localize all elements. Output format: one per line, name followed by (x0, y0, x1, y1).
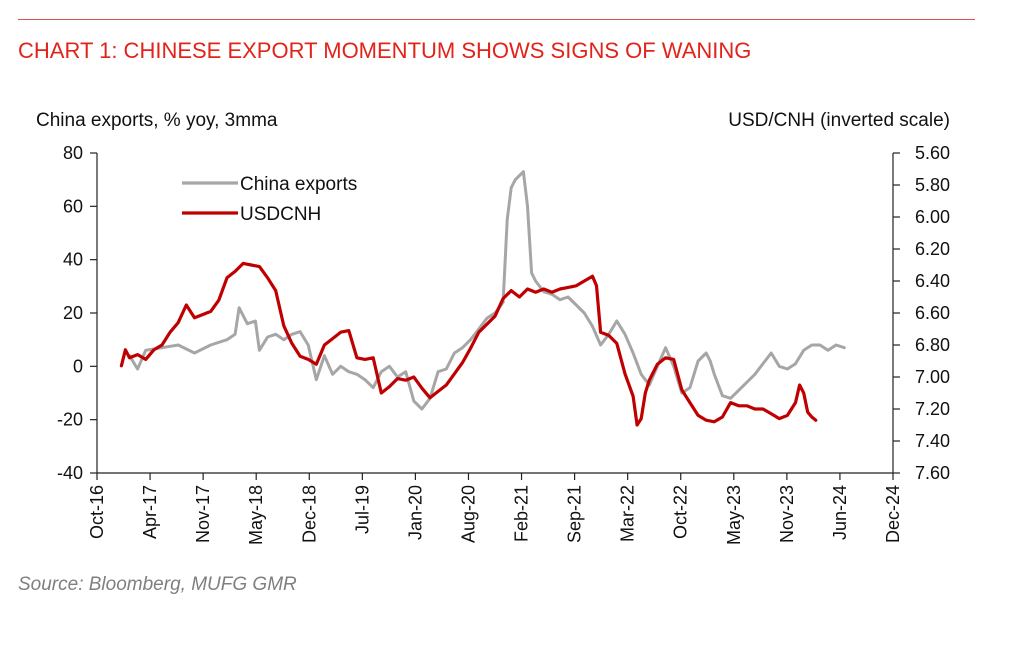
left-tick-label: 0 (73, 356, 83, 376)
x-tick-label: Oct-16 (87, 485, 107, 539)
legend-china-exports-label: China exports (240, 174, 357, 195)
right-tick-label: 7.60 (915, 463, 950, 483)
left-axis-caption: China exports, % yoy, 3mma (36, 110, 278, 131)
left-tick-label: 60 (63, 196, 83, 216)
x-tick-label: Dec-24 (883, 485, 903, 543)
right-tick-label: 6.60 (915, 303, 950, 323)
right-tick-label: 7.00 (915, 367, 950, 387)
x-tick-label: May-23 (724, 485, 744, 545)
left-tick-label: 40 (63, 250, 83, 270)
right-tick-label: 7.40 (915, 431, 950, 451)
x-tick-label: Jan-20 (405, 485, 425, 540)
chart-title: CHART 1: CHINESE EXPORT MOMENTUM SHOWS S… (18, 38, 752, 63)
x-tick-label: Nov-23 (777, 485, 797, 543)
x-tick-label: Apr-17 (140, 485, 160, 539)
top-rule (18, 19, 975, 20)
left-tick-label: 20 (63, 303, 83, 323)
x-tick-label: Dec-18 (299, 485, 319, 543)
legend: China exports USDCNH (182, 174, 357, 225)
x-tick-label: Mar-22 (618, 485, 638, 542)
right-tick-label: 6.20 (915, 239, 950, 259)
left-tick-label: 80 (63, 143, 83, 163)
source-note: Source: Bloomberg, MUFG GMR (18, 574, 297, 595)
x-tick-label: Nov-17 (193, 485, 213, 543)
x-tick-label: Oct-22 (671, 485, 691, 539)
x-tick-label: Sep-21 (565, 485, 585, 543)
left-tick-label: -40 (57, 463, 83, 483)
right-axis-caption: USD/CNH (inverted scale) (728, 110, 950, 131)
right-tick-label: 6.40 (915, 271, 950, 291)
right-tick-label: 7.20 (915, 399, 950, 419)
x-tick-label: Feb-21 (512, 485, 532, 542)
series-usdcnh-line (119, 261, 818, 427)
right-tick-label: 5.60 (915, 143, 950, 163)
left-tick-label: -20 (57, 410, 83, 430)
x-tick-label: Aug-20 (458, 485, 478, 543)
series-china-exports-line (128, 170, 846, 411)
series-lines (119, 170, 846, 427)
x-tick-label: Jun-24 (830, 485, 850, 540)
axes: 80 60 40 20 0 -20 -40 5.60 5.80 6.00 6.20 6.40 6.60 6… (57, 143, 950, 545)
right-tick-label: 5.80 (915, 175, 950, 195)
x-tick-label: May-18 (246, 485, 266, 545)
right-tick-label: 6.80 (915, 335, 950, 355)
legend-usdcnh-label: USDCNH (240, 204, 321, 225)
x-tick-label: Jul-19 (352, 485, 372, 534)
right-tick-label: 6.00 (915, 207, 950, 227)
